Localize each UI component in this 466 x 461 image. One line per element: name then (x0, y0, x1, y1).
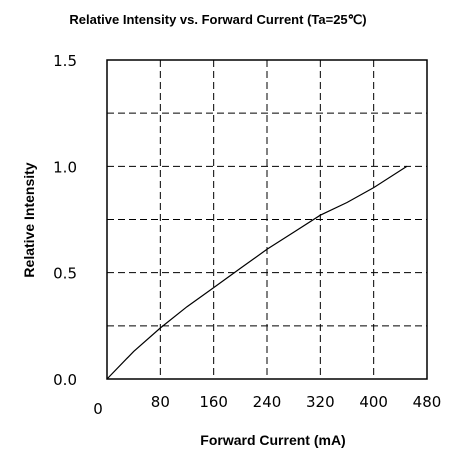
x-tick-label: 80 (151, 393, 170, 411)
tick-labels: 0 80 160 240 320 400 480 0.0 0.5 1.0 1.5 (53, 52, 441, 418)
y-tick-label: 1.5 (53, 52, 77, 70)
x-tick-label: 400 (359, 393, 388, 411)
x-tick-label: 0 (93, 400, 103, 418)
x-axis-label: Forward Current (mA) (200, 432, 345, 448)
chart-title: Relative Intensity vs. Forward Current (… (69, 12, 366, 27)
x-tick-label: 160 (199, 393, 228, 411)
x-tick-label: 240 (253, 393, 282, 411)
plot-frame (106, 59, 428, 380)
y-tick-label: 1.0 (53, 158, 77, 176)
y-tick-label: 0.5 (53, 265, 77, 283)
x-tick-label: 480 (413, 393, 442, 411)
x-tick-label: 320 (306, 393, 335, 411)
series-line (106, 165, 408, 380)
grid-lines (107, 60, 427, 379)
y-axis-label: Relative Intensity (21, 162, 37, 277)
y-tick-label: 0.0 (53, 371, 77, 389)
